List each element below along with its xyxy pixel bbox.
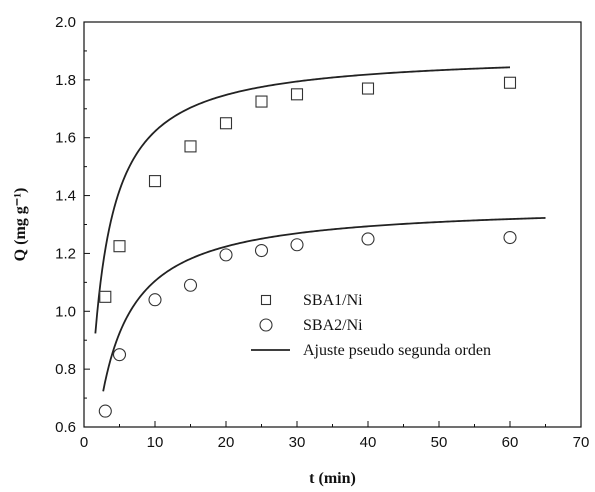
- x-tick-label: 20: [218, 434, 235, 451]
- data-point-circle: [290, 238, 304, 252]
- data-point-square: [290, 88, 304, 101]
- x-tick-label: 30: [289, 434, 306, 451]
- x-tick-label: 50: [431, 434, 448, 451]
- y-tick-label: 1.6: [55, 130, 76, 147]
- data-point-circle: [112, 348, 127, 362]
- x-axis-title: t (min): [309, 470, 356, 487]
- fit-curves: [94, 66, 546, 392]
- data-point-circle: [219, 248, 233, 262]
- data-point-square: [361, 82, 375, 95]
- legend-marker-circle: [259, 318, 273, 332]
- x-tick-label: 40: [360, 434, 377, 451]
- data-point-square: [255, 95, 268, 108]
- data-point-square: [184, 140, 197, 153]
- y-tick-label: 0.6: [55, 419, 76, 436]
- y-tick-label: 1.2: [55, 245, 76, 262]
- data-points: [98, 76, 517, 418]
- x-tick-label: 0: [80, 434, 88, 451]
- legend: SBA1/Ni SBA2/Ni Ajuste pseudo segunda orde…: [251, 292, 491, 359]
- data-point-circle: [98, 404, 112, 418]
- fit-curve: [94, 66, 511, 334]
- y-tick-label: 0.8: [55, 361, 76, 378]
- y-tick-label: 1.4: [55, 188, 76, 205]
- axis-ticks: 0 10 20 30 40 50 60 70 0.6 0.8 1.0 1.2 1.4 1.6 1.8 2.0: [55, 14, 589, 451]
- data-point-square: [219, 117, 233, 130]
- data-point-circle: [183, 278, 198, 292]
- legend-label: SBA2/Ni: [303, 317, 363, 334]
- data-point-square: [99, 290, 112, 303]
- x-tick-label: 10: [147, 434, 164, 451]
- legend-label: Ajuste pseudo segunda orden: [303, 342, 491, 359]
- y-axis-title: Q (mg g⁻¹): [12, 188, 29, 262]
- data-point-circle: [148, 293, 162, 307]
- y-tick-label: 1.8: [55, 72, 76, 89]
- data-point-circle: [503, 230, 517, 245]
- fit-curve: [102, 217, 546, 392]
- x-tick-label: 70: [573, 434, 590, 451]
- data-point-square: [113, 240, 126, 253]
- data-point-square: [148, 175, 162, 188]
- x-tick-label: 60: [502, 434, 519, 451]
- data-point-square: [503, 76, 517, 89]
- legend-label: SBA1/Ni: [303, 292, 363, 309]
- legend-marker-square: [260, 294, 272, 306]
- y-tick-label: 1.0: [55, 303, 76, 320]
- data-point-circle: [361, 232, 375, 246]
- y-tick-label: 2.0: [55, 14, 76, 31]
- data-point-circle: [254, 243, 269, 258]
